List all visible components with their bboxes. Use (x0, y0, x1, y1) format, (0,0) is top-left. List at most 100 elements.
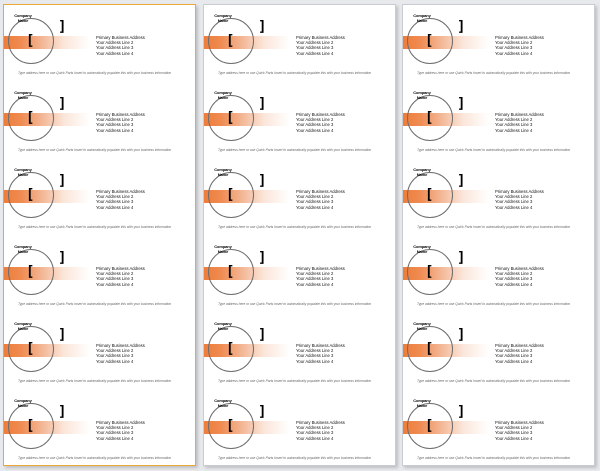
address-line-2[interactable]: Your Address Line 2 (96, 348, 134, 354)
address-block[interactable]: Primary Business Address Your Address Li… (495, 112, 544, 133)
tagline-text[interactable]: Type address here or use Quick Parts Ins… (18, 225, 172, 229)
address-line-2[interactable]: Your Address Line 2 (495, 425, 533, 431)
address-line-2[interactable]: Your Address Line 2 (495, 348, 533, 354)
address-line-3[interactable]: Your Address Line 3 (495, 276, 533, 282)
address-line-1[interactable]: Primary Business Address (495, 35, 544, 40)
address-label[interactable]: Company Name [ ] Primary Business Addres… (403, 316, 594, 392)
address-block[interactable]: Primary Business Address Your Address Li… (296, 35, 345, 56)
tagline-text[interactable]: Type address here or use Quick Parts Ins… (218, 302, 372, 306)
address-block[interactable]: Primary Business Address Your Address Li… (96, 35, 145, 56)
company-name[interactable]: Company Name (214, 398, 232, 408)
address-line-4[interactable]: Your Address Line 4 (495, 358, 533, 364)
address-line-1[interactable]: Primary Business Address (96, 112, 145, 117)
address-label[interactable]: Company Name [ ] Primary Business Addres… (204, 8, 395, 84)
label-sheet-page-2[interactable]: Company Name [ ] Primary Business Addres… (203, 4, 396, 466)
label-sheet-page-3[interactable]: Company Name [ ] Primary Business Addres… (402, 4, 595, 466)
address-line-1[interactable]: Primary Business Address (296, 189, 345, 194)
tagline-text[interactable]: Type address here or use Quick Parts Ins… (417, 148, 571, 152)
address-line-4[interactable]: Your Address Line 4 (495, 435, 533, 441)
address-line-2[interactable]: Your Address Line 2 (96, 117, 134, 123)
address-block[interactable]: Primary Business Address Your Address Li… (296, 266, 345, 287)
address-line-2[interactable]: Your Address Line 2 (96, 271, 134, 277)
address-line-2[interactable]: Your Address Line 2 (495, 40, 533, 46)
company-name[interactable]: Company Name (413, 90, 431, 100)
address-line-3[interactable]: Your Address Line 3 (96, 353, 134, 359)
address-label[interactable]: Company Name [ ] Primary Business Addres… (403, 393, 594, 465)
address-block[interactable]: Primary Business Address Your Address Li… (495, 35, 544, 56)
address-line-3[interactable]: Your Address Line 3 (495, 122, 533, 128)
address-block[interactable]: Primary Business Address Your Address Li… (296, 343, 345, 364)
address-block[interactable]: Primary Business Address Your Address Li… (296, 420, 345, 441)
tagline-text[interactable]: Type address here or use Quick Parts Ins… (417, 225, 571, 229)
address-line-4[interactable]: Your Address Line 4 (296, 50, 334, 56)
address-line-2[interactable]: Your Address Line 2 (296, 348, 334, 354)
address-line-1[interactable]: Primary Business Address (495, 266, 544, 271)
tagline-text[interactable]: Type address here or use Quick Parts Ins… (18, 148, 172, 152)
company-name[interactable]: Company Name (214, 321, 232, 331)
tagline-text[interactable]: Type address here or use Quick Parts Ins… (218, 148, 372, 152)
tagline-text[interactable]: Type address here or use Quick Parts Ins… (218, 456, 372, 460)
address-label[interactable]: Company Name [ ] Primary Business Addres… (4, 162, 195, 238)
address-line-1[interactable]: Primary Business Address (495, 112, 544, 117)
address-line-4[interactable]: Your Address Line 4 (495, 127, 533, 133)
address-line-2[interactable]: Your Address Line 2 (96, 40, 134, 46)
company-name[interactable]: Company Name (14, 90, 32, 100)
address-label[interactable]: Company Name [ ] Primary Business Addres… (4, 316, 195, 392)
address-line-1[interactable]: Primary Business Address (495, 189, 544, 194)
address-line-4[interactable]: Your Address Line 4 (495, 281, 533, 287)
tagline-text[interactable]: Type address here or use Quick Parts Ins… (417, 71, 571, 75)
address-block[interactable]: Primary Business Address Your Address Li… (96, 189, 145, 210)
address-line-3[interactable]: Your Address Line 3 (495, 353, 533, 359)
company-name[interactable]: Company Name (14, 13, 32, 23)
tagline-text[interactable]: Type address here or use Quick Parts Ins… (18, 379, 172, 383)
address-line-3[interactable]: Your Address Line 3 (96, 122, 134, 128)
company-name[interactable]: Company Name (14, 167, 32, 177)
address-line-3[interactable]: Your Address Line 3 (96, 199, 134, 205)
address-label[interactable]: Company Name [ ] Primary Business Addres… (4, 8, 195, 84)
address-block[interactable]: Primary Business Address Your Address Li… (96, 112, 145, 133)
address-line-3[interactable]: Your Address Line 3 (296, 199, 334, 205)
company-name[interactable]: Company Name (413, 321, 431, 331)
address-line-3[interactable]: Your Address Line 3 (495, 430, 533, 436)
address-line-4[interactable]: Your Address Line 4 (96, 127, 134, 133)
address-line-2[interactable]: Your Address Line 2 (495, 271, 533, 277)
tagline-text[interactable]: Type address here or use Quick Parts Ins… (18, 71, 172, 75)
address-label[interactable]: Company Name [ ] Primary Business Addres… (4, 393, 195, 465)
address-line-4[interactable]: Your Address Line 4 (495, 50, 533, 56)
address-line-3[interactable]: Your Address Line 3 (96, 276, 134, 282)
company-name[interactable]: Company Name (413, 13, 431, 23)
address-line-1[interactable]: Primary Business Address (296, 266, 345, 271)
address-line-3[interactable]: Your Address Line 3 (296, 353, 334, 359)
address-line-1[interactable]: Primary Business Address (296, 112, 345, 117)
address-line-4[interactable]: Your Address Line 4 (296, 281, 334, 287)
address-line-4[interactable]: Your Address Line 4 (96, 358, 134, 364)
address-line-1[interactable]: Primary Business Address (495, 343, 544, 348)
company-name[interactable]: Company Name (413, 167, 431, 177)
address-line-2[interactable]: Your Address Line 2 (296, 271, 334, 277)
address-line-4[interactable]: Your Address Line 4 (296, 127, 334, 133)
address-block[interactable]: Primary Business Address Your Address Li… (495, 343, 544, 364)
company-name[interactable]: Company Name (14, 244, 32, 254)
address-line-4[interactable]: Your Address Line 4 (296, 204, 334, 210)
tagline-text[interactable]: Type address here or use Quick Parts Ins… (417, 456, 571, 460)
company-name[interactable]: Company Name (214, 167, 232, 177)
tagline-text[interactable]: Type address here or use Quick Parts Ins… (417, 379, 571, 383)
tagline-text[interactable]: Type address here or use Quick Parts Ins… (218, 379, 372, 383)
address-line-3[interactable]: Your Address Line 3 (495, 199, 533, 205)
address-line-2[interactable]: Your Address Line 2 (296, 194, 334, 200)
address-block[interactable]: Primary Business Address Your Address Li… (296, 112, 345, 133)
address-block[interactable]: Primary Business Address Your Address Li… (495, 189, 544, 210)
tagline-text[interactable]: Type address here or use Quick Parts Ins… (218, 71, 372, 75)
address-line-3[interactable]: Your Address Line 3 (296, 45, 334, 51)
address-line-3[interactable]: Your Address Line 3 (96, 45, 134, 51)
address-line-2[interactable]: Your Address Line 2 (296, 425, 334, 431)
address-block[interactable]: Primary Business Address Your Address Li… (96, 266, 145, 287)
address-label[interactable]: Company Name [ ] Primary Business Addres… (403, 239, 594, 315)
address-line-4[interactable]: Your Address Line 4 (96, 435, 134, 441)
address-block[interactable]: Primary Business Address Your Address Li… (96, 343, 145, 364)
address-line-1[interactable]: Primary Business Address (495, 420, 544, 425)
company-name[interactable]: Company Name (413, 244, 431, 254)
address-line-3[interactable]: Your Address Line 3 (296, 276, 334, 282)
company-name[interactable]: Company Name (14, 321, 32, 331)
address-line-3[interactable]: Your Address Line 3 (495, 45, 533, 51)
